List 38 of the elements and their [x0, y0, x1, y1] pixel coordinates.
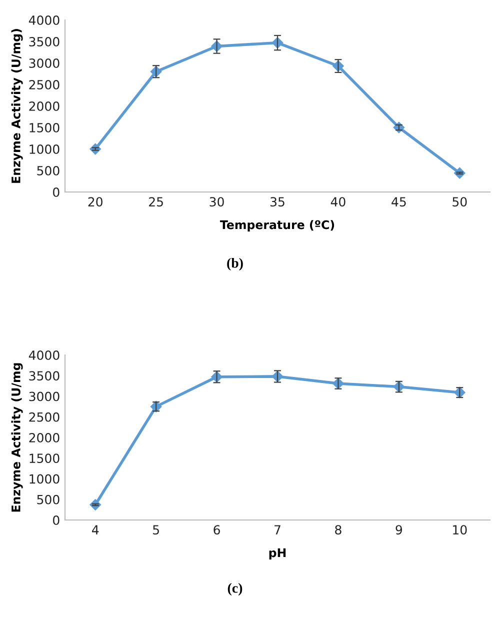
y-tick-label: 2000 [29, 432, 60, 442]
y-tick-label: 2000 [29, 101, 60, 111]
text: (c) [228, 583, 242, 596]
y-tick-label: 1500 [30, 122, 60, 132]
text: (b) [227, 258, 243, 271]
y-tick-label: 1500 [30, 454, 60, 464]
x-tick-label: 10 [453, 525, 467, 535]
x-tick-label: 4 [92, 525, 99, 534]
y-tick-label: 2500 [29, 80, 60, 90]
y-tick-label: 1000 [30, 474, 60, 484]
y-tick-label: 0 [53, 187, 60, 197]
x-tick-label: 40 [330, 197, 346, 207]
x-axis-title: Temperature (ºC) [220, 220, 334, 232]
y-tick-label: 500 [37, 494, 60, 504]
y-tick-label: 4000 [28, 15, 60, 25]
y-tick-label: 4000 [28, 350, 60, 360]
x-tick-label: 20 [88, 197, 102, 207]
x-tick-label: 5 [153, 525, 159, 535]
x-axis-title: pH [269, 548, 286, 560]
y-tick-label: 2500 [29, 412, 60, 422]
y-tick-label: 0 [53, 515, 60, 525]
y-tick-label: 3500 [29, 371, 60, 381]
y-tick-label: 1000 [30, 144, 60, 154]
y-tick-label: 3000 [29, 392, 60, 402]
x-tick-label: 35 [270, 197, 284, 207]
x-tick-label: 8 [335, 525, 342, 535]
y-axis-title: Enzyme Activity (U/mg) [11, 29, 23, 183]
y-axis-title: Enzyme Activity (U/mg [11, 363, 23, 512]
x-tick-label: 6 [214, 525, 220, 535]
x-tick-label: 7 [274, 525, 280, 534]
x-tick-label: 50 [452, 197, 467, 207]
y-tick-label: 500 [37, 166, 60, 176]
x-tick-label: 9 [396, 525, 402, 535]
x-tick-label: 30 [210, 197, 224, 207]
x-tick-label: 25 [149, 197, 163, 207]
x-tick-label: 45 [392, 197, 406, 207]
y-tick-label: 3500 [29, 36, 60, 46]
y-tick-label: 3000 [29, 58, 60, 68]
